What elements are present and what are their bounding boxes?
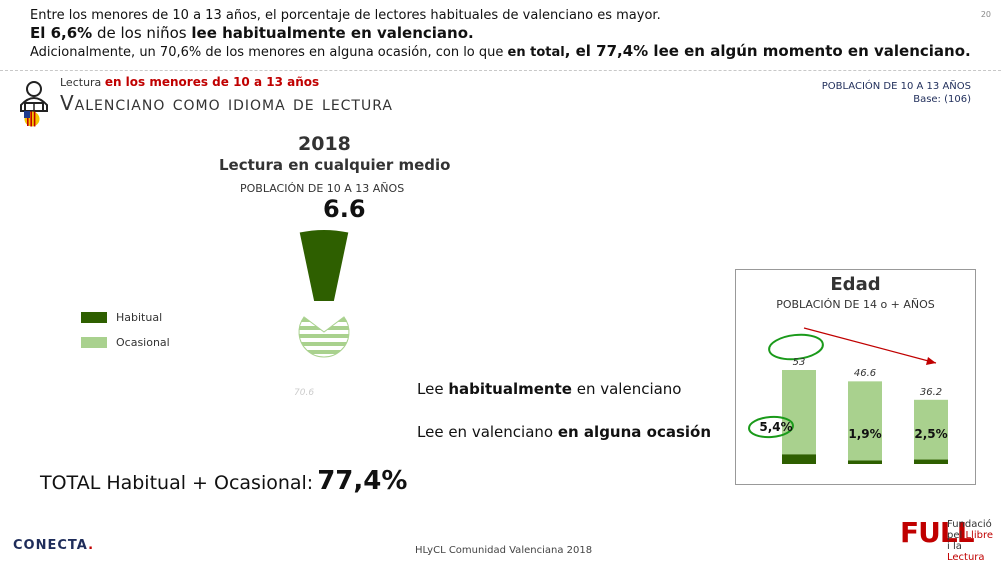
base-label: Base: (106) [913, 94, 971, 105]
age-bar-total [914, 399, 948, 464]
fund-line-2a: pel [947, 530, 966, 541]
trend-arrow [803, 327, 937, 364]
age-bar-habitual [848, 460, 882, 464]
age-bar-total [782, 370, 816, 464]
conecta-logo-dot: . [88, 538, 95, 553]
legend-label-ocasional: Ocasional [116, 336, 170, 349]
total-value: 77,4% [317, 466, 408, 496]
row-occasional-b: en alguna ocasión [557, 423, 712, 441]
pie-chart [298, 230, 350, 358]
pie-slice-occasional [298, 316, 350, 358]
page-number: 20 [980, 10, 991, 19]
header-line-3-b: en total [507, 45, 565, 60]
age-bar-habitual-label: 5,4% [759, 420, 793, 434]
age-bar-habitual [914, 459, 948, 464]
valencian-flag-icon [24, 111, 40, 131]
age-bar-chart [748, 327, 948, 464]
chart-subtitle: Lectura en cualquier medio [219, 156, 451, 174]
footer-source: HLyCL Comunidad Valenciana 2018 [415, 545, 593, 556]
age-bar-habitual-label: 2,5% [914, 427, 948, 441]
section-subtitle-highlight: en los menores de 10 a 13 años [104, 75, 320, 89]
row-habitual-c: en valenciano [571, 380, 682, 398]
row-occasional: Lee en valenciano en alguna ocasión [417, 423, 711, 441]
legend-ocasional: Ocasional [81, 336, 170, 349]
pie-slice-habitual [299, 230, 349, 302]
population-info: POBLACIÓN DE 10 A 13 AÑOS Base: (106) [822, 80, 971, 106]
trend-arrow-head [926, 357, 936, 365]
highlight-circle-top [768, 333, 824, 361]
population-label: POBLACIÓN DE 10 A 13 AÑOS [821, 81, 971, 92]
fund-line-1: Fundació [947, 519, 992, 530]
row-habitual: Lee habitualmente en valenciano [417, 380, 682, 398]
row-occasional-a: Lee en valenciano [417, 423, 558, 441]
header-line-2-pct: El 6,6% [30, 24, 93, 42]
age-chart-box: Edad POBLACIÓN DE 14 o + AÑOS 53 5,4% 46.6… [735, 269, 976, 485]
header-line-1: Entre los menores de 10 a 13 años, el po… [30, 8, 661, 23]
legend-habitual: Habitual [81, 311, 162, 324]
total-line: TOTAL Habitual + Ocasional: 77,4% [40, 466, 407, 496]
fundacio-logo-text: Fundació pel Llibre i la Lectura [947, 519, 1001, 563]
age-bar-total-label: 53 [792, 357, 806, 368]
legend-swatch-habitual [81, 312, 107, 323]
page-title: Valenciano como idioma de lectura [60, 91, 393, 115]
full-logo: FULL [900, 516, 975, 549]
section-subtitle: Lectura en los menores de 10 a 13 años [60, 75, 319, 89]
age-bar-total [848, 381, 882, 464]
section-subtitle-prefix: Lectura [60, 76, 102, 89]
age-chart-subtitle: POBLACIÓN DE 14 o + AÑOS [776, 298, 935, 311]
chart-year: 2018 [298, 133, 351, 155]
age-bar-habitual [782, 454, 816, 464]
legend-swatch-ocasional [81, 337, 107, 348]
reader-icon [17, 79, 51, 133]
header-line-2-mid: de los niños [92, 24, 192, 42]
header-line-3-c: , el 77,4% lee en algún momento en valen… [564, 42, 971, 60]
conecta-logo-text: CONECTA [13, 538, 89, 553]
header-line-2: El 6,6% de los niños lee habitualmente e… [30, 24, 474, 42]
age-bar-total-label: 46.6 [853, 368, 877, 380]
header-line-3: Adicionalmente, un 70,6% de los menores … [30, 42, 971, 60]
total-label: TOTAL Habitual + Ocasional: [40, 472, 314, 494]
row-habitual-b: habitualmente [448, 380, 572, 398]
legend-label-habitual: Habitual [116, 311, 163, 324]
age-bar-habitual-label: 1,9% [848, 427, 882, 441]
habitual-value-label: 6.6 [323, 195, 366, 223]
fund-line-3a: i la [947, 541, 962, 552]
fund-line-3b: Lectura [947, 552, 985, 563]
fund-line-2b: Llibre [965, 530, 993, 541]
header-line-2-end: lee habitualmente en valenciano. [191, 24, 474, 42]
row-habitual-a: Lee [417, 380, 449, 398]
highlight-circle-pct [748, 415, 794, 439]
fund-line-2: pel Llibre [947, 530, 1001, 541]
age-bar-total-label: 36.2 [919, 386, 943, 398]
conecta-logo: CONECTA. [13, 538, 94, 553]
occasional-value-label: 70.6 [294, 388, 315, 398]
fund-line-3: i la Lectura [947, 541, 1001, 563]
chart-population: POBLACIÓN DE 10 A 13 AÑOS [240, 182, 405, 195]
header-line-3-a: Adicionalmente, un 70,6% de los menores … [30, 45, 508, 60]
header-divider [0, 70, 1001, 71]
age-chart-title: Edad [830, 274, 881, 295]
